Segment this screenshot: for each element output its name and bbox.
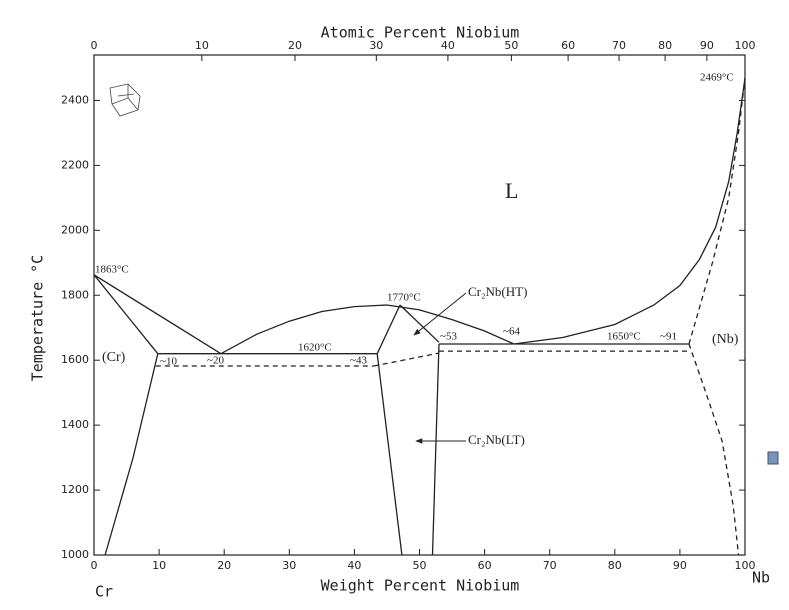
marker-square [767, 451, 779, 465]
phase-boundary [399, 304, 440, 343]
phase-boundary [513, 78, 746, 345]
y-tick-label: 2000 [61, 223, 89, 236]
x-tick-label: 10 [152, 559, 166, 572]
x2-tick-label: 60 [561, 39, 575, 52]
phase-boundary [373, 352, 440, 367]
x2-axis-title: Atomic Percent Niobium [321, 24, 520, 42]
y-tick-label: 1200 [61, 483, 89, 496]
annotation: ~20 [207, 355, 224, 367]
x-tick-label: 0 [91, 559, 98, 572]
annotation: (Cr) [102, 350, 126, 365]
x2-tick-label: 0 [91, 39, 98, 52]
y-tick-label: 2400 [61, 93, 89, 106]
annotation: ~53 [440, 331, 457, 343]
annotation: Cr₂Nb(LT) [468, 432, 525, 447]
x2-tick-label: 70 [612, 39, 626, 52]
x2-tick-label: 100 [735, 39, 756, 52]
x-tick-label: 40 [347, 559, 361, 572]
y-tick-label: 1600 [61, 353, 89, 366]
annotation: ~43 [350, 355, 367, 367]
y-tick-label: 1000 [61, 548, 89, 561]
x2-tick-label: 50 [504, 39, 518, 52]
x2-tick-label: 90 [700, 39, 714, 52]
x-tick-label: 20 [217, 559, 231, 572]
x-axis-title: Weight Percent Niobium [321, 577, 520, 595]
x2-tick-label: 30 [369, 39, 383, 52]
phase-boundary [376, 353, 403, 556]
plot-frame [93, 54, 746, 556]
x-tick-label: 60 [478, 559, 492, 572]
x-tick-label: 80 [608, 559, 622, 572]
arrow [413, 292, 467, 336]
annotation: Cr₂Nb(HT) [468, 284, 527, 299]
phase-boundary [688, 78, 746, 345]
right-element: Nb [752, 569, 770, 587]
x-tick-label: 70 [543, 559, 557, 572]
phase-boundary [688, 343, 740, 556]
annotation: ~10 [160, 356, 177, 368]
phase-boundary [104, 353, 159, 556]
x-tick-label: 100 [735, 559, 756, 572]
annotation: ~91 [660, 331, 677, 343]
annotation: 1770°C [387, 292, 421, 304]
x2-tick-label: 40 [441, 39, 455, 52]
annotation: 2469°C [700, 72, 734, 84]
x2-tick-label: 80 [658, 39, 672, 52]
annotation: ~64 [503, 326, 520, 338]
phase-boundary [431, 343, 440, 556]
annotation: (Nb) [712, 332, 739, 347]
phase-boundary [93, 274, 222, 355]
annotation: 1650°C [607, 331, 641, 343]
x-tick-label: 30 [282, 559, 296, 572]
phase-boundary [93, 274, 159, 355]
x-tick-label: 90 [673, 559, 687, 572]
x-tick-label: 50 [413, 559, 427, 572]
x2-tick-label: 10 [195, 39, 209, 52]
phase-boundary [376, 304, 401, 354]
left-element: Cr [95, 583, 113, 601]
annotation: 1620°C [298, 342, 332, 354]
annotation: L [505, 178, 518, 203]
y-axis-title: Temperature °C [29, 255, 47, 381]
y-tick-label: 1400 [61, 418, 89, 431]
y-tick-label: 1800 [61, 288, 89, 301]
crystal-icon [109, 83, 141, 117]
annotation: 1863°C [95, 264, 129, 276]
x2-tick-label: 20 [288, 39, 302, 52]
y-tick-label: 2200 [61, 158, 89, 171]
phase-boundary [220, 304, 515, 355]
